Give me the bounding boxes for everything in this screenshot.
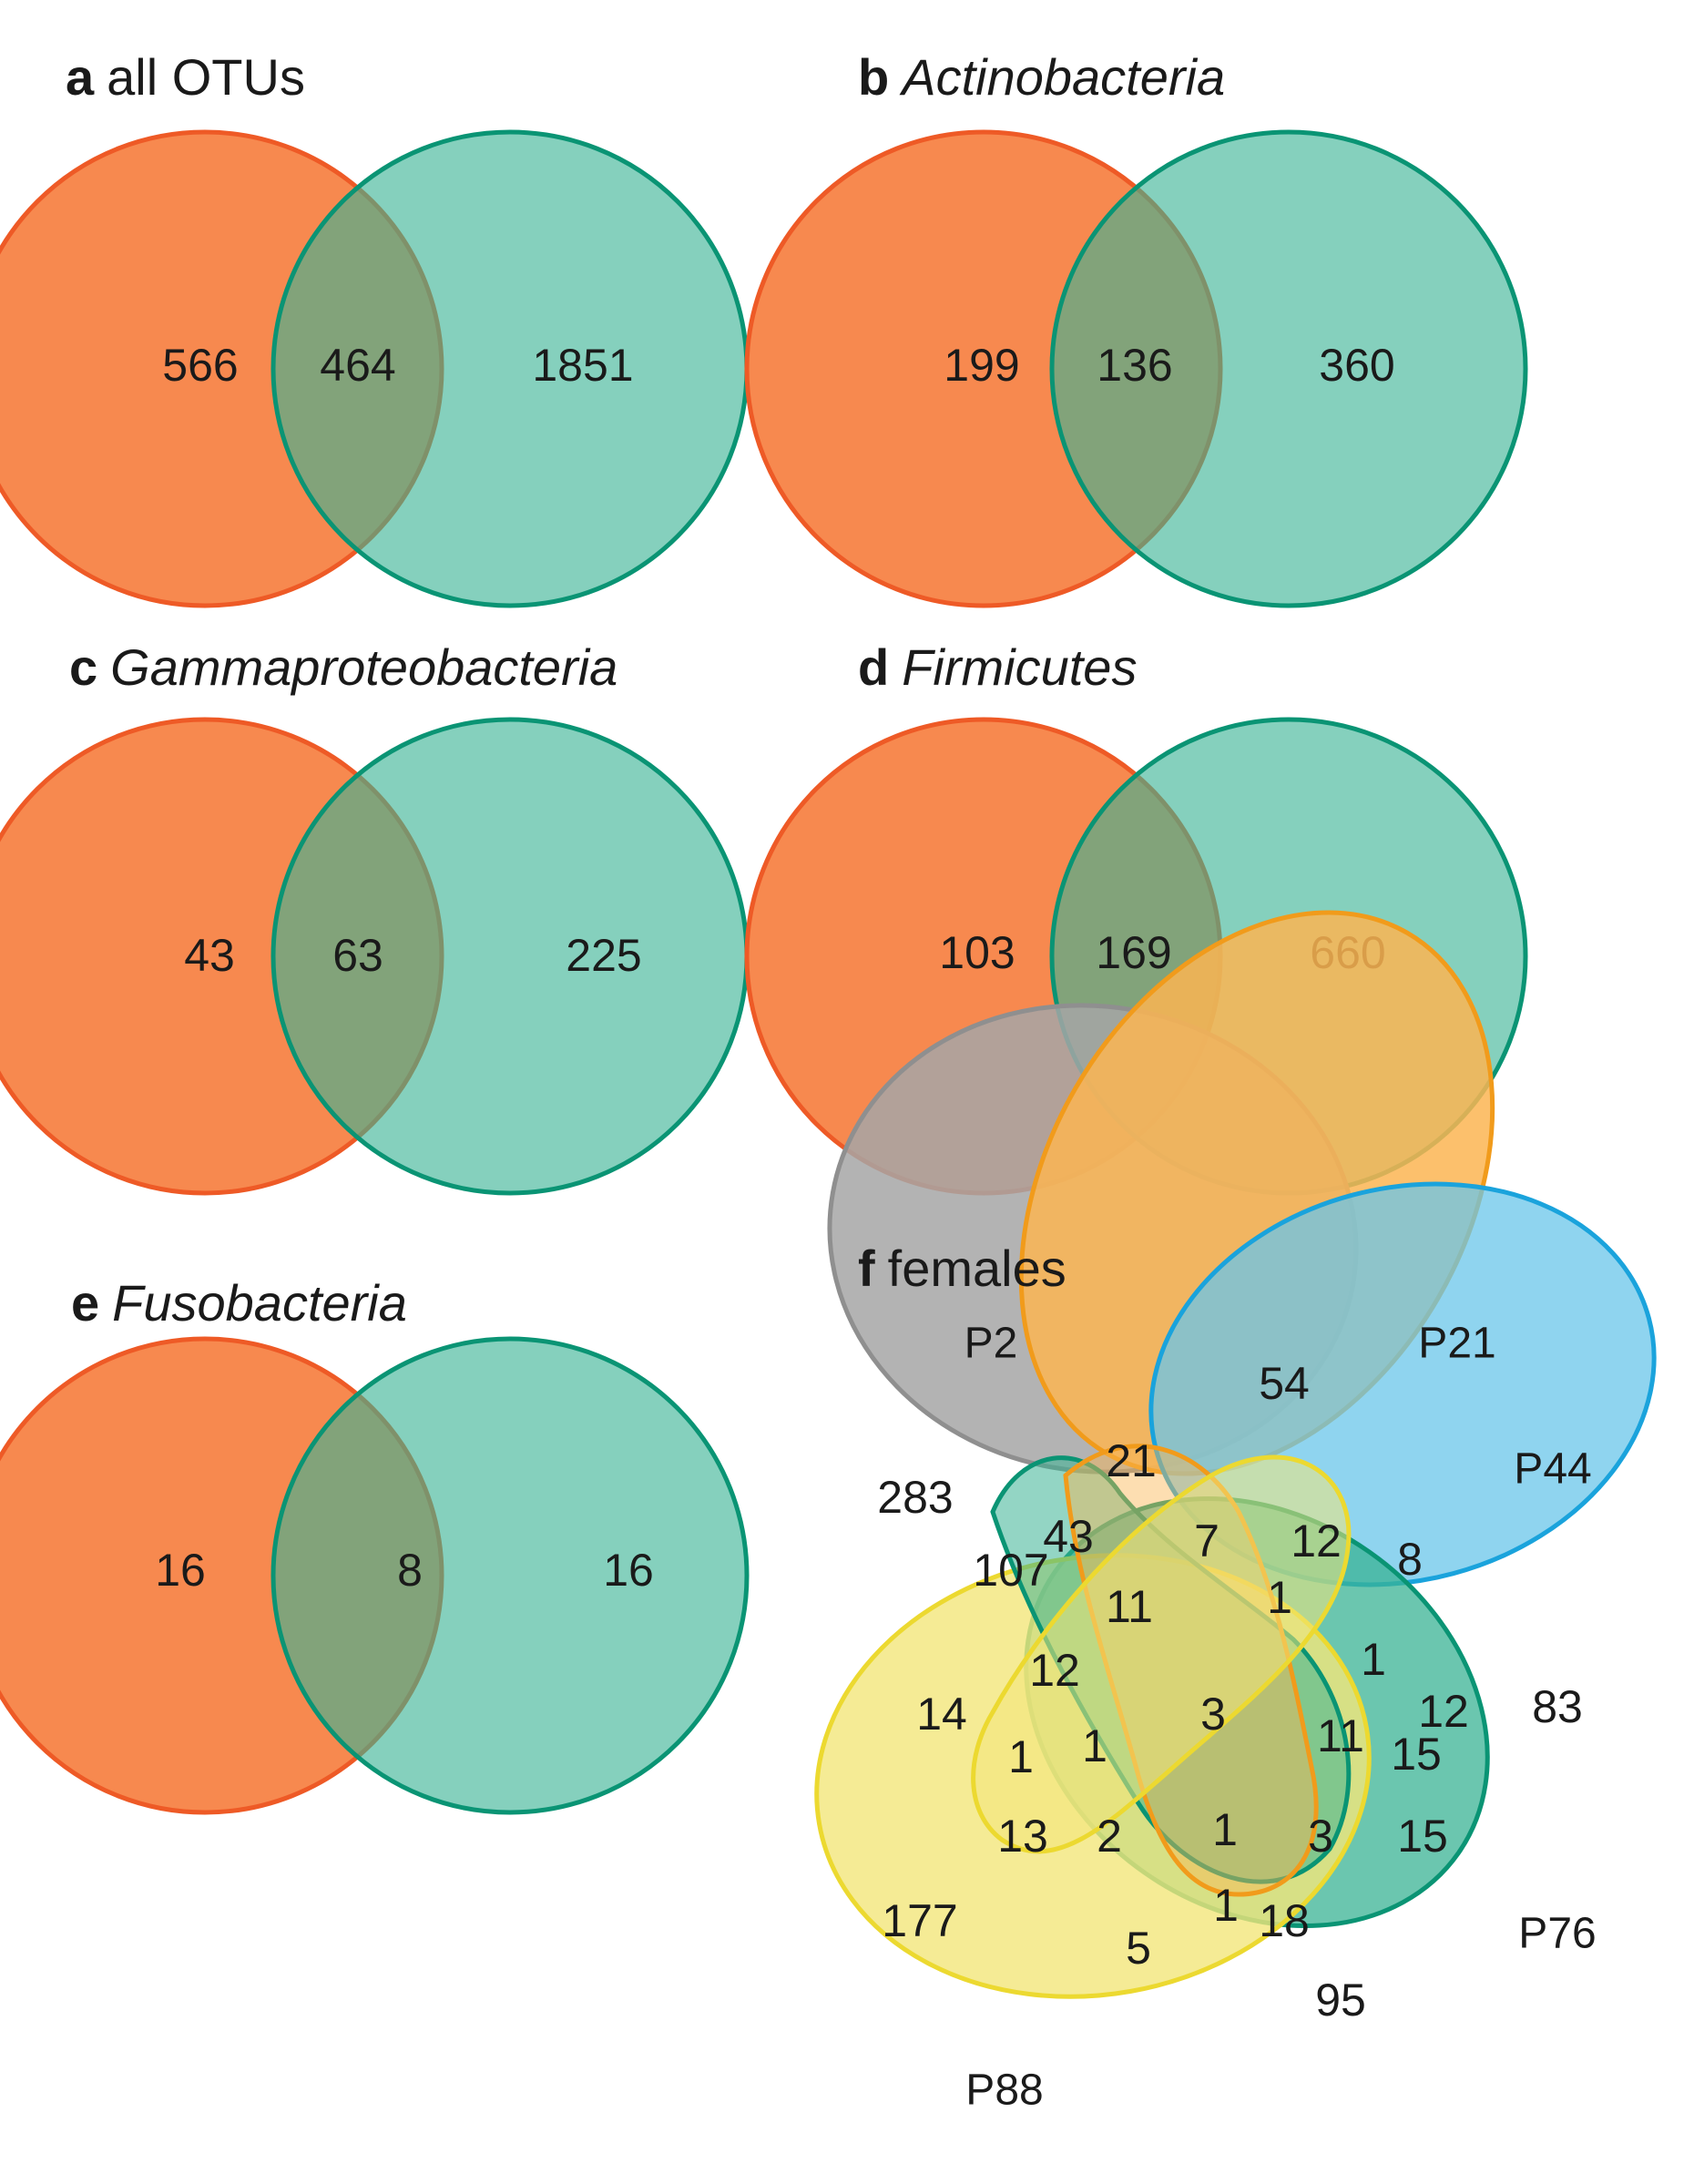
count-shared: 136 bbox=[1097, 340, 1172, 391]
panel-e-letter: e bbox=[71, 1274, 100, 1332]
count-p21-p88: 7 bbox=[1194, 1516, 1219, 1567]
count-right-only: 360 bbox=[1319, 340, 1394, 391]
set-label-p88: P88 bbox=[965, 2067, 1043, 2115]
count-shared: 63 bbox=[332, 930, 383, 981]
count-p76-only: 95 bbox=[1315, 1975, 1366, 2026]
count-p2-p21-p76: 43 bbox=[1043, 1511, 1094, 1562]
count-p21-p44-p88: 1 bbox=[1267, 1572, 1292, 1623]
count-shared: 8 bbox=[397, 1545, 423, 1596]
set-label-p21: P21 bbox=[1418, 1320, 1495, 1368]
panel-b-title: b Actinobacteria bbox=[858, 47, 1225, 107]
circle-right bbox=[270, 1336, 750, 1815]
count-p21-only: 54 bbox=[1259, 1358, 1310, 1409]
count-p21-p76-p88: 1 bbox=[1213, 1880, 1239, 1931]
count-p2-p76: 107 bbox=[973, 1545, 1048, 1596]
count-p2-p76-p88: 12 bbox=[1029, 1645, 1080, 1696]
count-p2-only: 283 bbox=[877, 1472, 953, 1523]
count-p2-p44-p76-p88: 1 bbox=[1082, 1720, 1107, 1771]
count-p88-only: 177 bbox=[882, 1895, 957, 1946]
panel-b-title-text: Actinobacteria bbox=[902, 48, 1226, 106]
count-p2-p21-p76-p88: 11 bbox=[1106, 1581, 1153, 1632]
count-p2-p21-p44: 12 bbox=[1418, 1686, 1469, 1737]
count-p21-p76: 18 bbox=[1259, 1895, 1310, 1946]
count-p2-p44-p76-b: 15 bbox=[1391, 1729, 1442, 1780]
count-left-only: 199 bbox=[944, 340, 1019, 391]
panel-c-title-text: Gammaproteobacteria bbox=[110, 638, 618, 696]
panel-f-title: f females bbox=[858, 1239, 1066, 1298]
count-right-only: 1851 bbox=[532, 340, 633, 391]
count-p21-p44-p76-p88: 1 bbox=[1212, 1804, 1238, 1855]
count-left-only: 103 bbox=[939, 927, 1015, 978]
panel-a-letter: a bbox=[66, 48, 95, 106]
count-p44-p88: 13 bbox=[997, 1811, 1048, 1862]
count-p2-p21: 21 bbox=[1106, 1435, 1157, 1486]
count-p44-p76-p88: 2 bbox=[1097, 1811, 1122, 1862]
count-p2-p44-p76-a: 11 bbox=[1317, 1710, 1364, 1761]
panel-f-title-text: females bbox=[887, 1240, 1066, 1297]
count-all-five: 3 bbox=[1200, 1689, 1226, 1740]
set-label-p44: P44 bbox=[1514, 1445, 1591, 1494]
count-right-only: 16 bbox=[603, 1545, 654, 1596]
panel-d-title: d Firmicutes bbox=[858, 638, 1137, 697]
panel-c-title: c Gammaproteobacteria bbox=[69, 638, 617, 697]
count-p2-p88: 14 bbox=[916, 1689, 967, 1740]
count-left-only: 43 bbox=[184, 930, 235, 981]
count-left-only: 566 bbox=[162, 340, 238, 391]
count-p2-p44: 1 bbox=[1361, 1634, 1386, 1685]
panel-c-letter: c bbox=[69, 638, 98, 696]
count-shared: 169 bbox=[1096, 927, 1171, 978]
panel-d-letter: d bbox=[858, 638, 890, 696]
count-p76-p88: 5 bbox=[1126, 1923, 1151, 1974]
count-p21-p44: 12 bbox=[1291, 1516, 1342, 1567]
venn-e: 16 8 16 bbox=[0, 1336, 750, 1815]
venn-b: 199 136 360 bbox=[744, 129, 1528, 608]
panel-d-title-text: Firmicutes bbox=[902, 638, 1138, 696]
count-left-only: 16 bbox=[155, 1545, 206, 1596]
panel-e-title: e Fusobacteria bbox=[71, 1273, 407, 1332]
count-p44-only-top: 8 bbox=[1397, 1534, 1423, 1585]
venn-f: 54 21 283 43 107 7 12 8 11 1 1 12 14 3 1… bbox=[814, 910, 1657, 2115]
panel-a-title: a all OTUs bbox=[66, 47, 305, 107]
count-p44-p76: 3 bbox=[1308, 1811, 1333, 1862]
set-label-p76: P76 bbox=[1518, 1910, 1596, 1958]
panel-e-title-text: Fusobacteria bbox=[112, 1274, 407, 1332]
panel-a-title-text: all OTUs bbox=[107, 48, 305, 106]
panel-f-letter: f bbox=[858, 1240, 875, 1297]
count-p44-p76-only: 15 bbox=[1397, 1811, 1448, 1862]
count-right-only: 225 bbox=[566, 930, 641, 981]
count-p2-p44-p88: 1 bbox=[1008, 1731, 1034, 1782]
venn-a: 566 464 1851 bbox=[0, 129, 750, 608]
count-p44-only: 83 bbox=[1532, 1681, 1583, 1732]
venn-c: 43 63 225 bbox=[0, 717, 750, 1196]
circle-right bbox=[1049, 129, 1528, 608]
set-p88-lobe bbox=[971, 1454, 1352, 1854]
set-label-p2: P2 bbox=[964, 1320, 1018, 1368]
panel-b-letter: b bbox=[858, 48, 890, 106]
count-shared: 464 bbox=[320, 340, 395, 391]
